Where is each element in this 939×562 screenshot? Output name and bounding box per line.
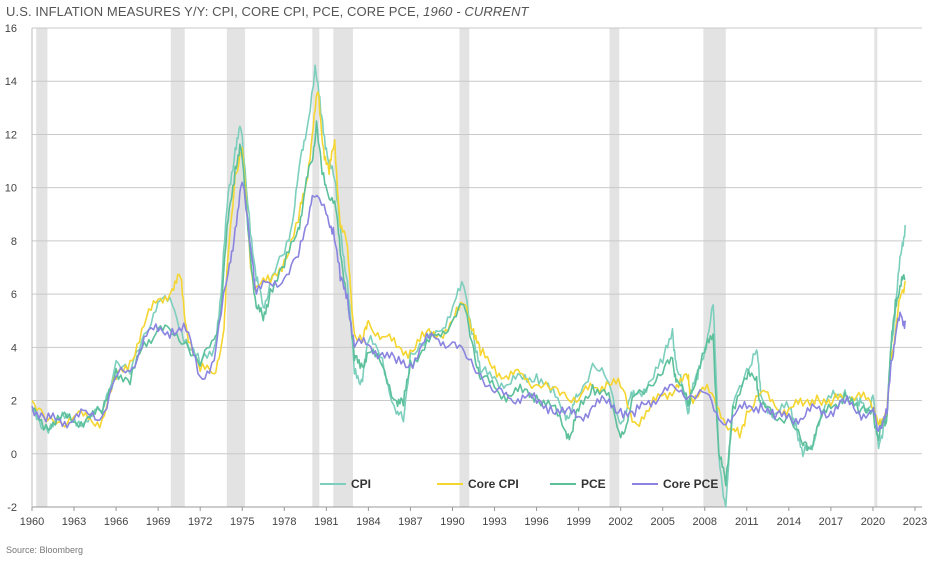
chart-title-main: U.S. INFLATION MEASURES Y/Y: CPI, CORE C… — [6, 4, 424, 19]
x-tick-label: 1969 — [146, 516, 170, 528]
x-tick-label: 1984 — [356, 516, 380, 528]
x-axis-ticks: 1960 1963 1966 1969 1972 1975 1978 1981 1984 1987… — [20, 507, 927, 528]
y-tick-label: 0 — [11, 449, 17, 461]
x-tick-label: 2023 — [903, 516, 927, 528]
y-tick-label: 16 — [5, 23, 17, 35]
chart-title: U.S. INFLATION MEASURES Y/Y: CPI, CORE C… — [6, 4, 529, 19]
x-tick-label: 1963 — [62, 516, 86, 528]
chart-title-range: 1960 - CURRENT — [423, 4, 529, 19]
legend-label-core-cpi: Core CPI — [468, 477, 519, 491]
recession-band-0 — [36, 28, 48, 507]
recession-band-5 — [459, 28, 470, 507]
series-line-core-pce — [31, 181, 906, 432]
y-axis-ticks: -2 0 2 4 6 8 10 12 14 16 — [5, 23, 17, 514]
y-tick-label: 14 — [5, 76, 17, 88]
data-series — [31, 64, 906, 508]
y-tick-label: 2 — [11, 396, 17, 408]
y-tick-label: 4 — [11, 342, 17, 354]
x-tick-label: 2005 — [650, 516, 674, 528]
x-tick-label: 1996 — [524, 516, 548, 528]
x-tick-label: 2014 — [777, 516, 801, 528]
recession-band-6 — [609, 28, 620, 507]
y-tick-label: -2 — [7, 502, 17, 514]
series-line-pce — [31, 120, 906, 487]
y-tick-label: 8 — [11, 236, 17, 248]
y-tick-label: 12 — [5, 129, 17, 141]
series-line-core-cpi — [31, 91, 906, 439]
x-tick-label: 1987 — [398, 516, 422, 528]
y-tick-label: 6 — [11, 289, 17, 301]
x-tick-label: 2008 — [693, 516, 717, 528]
y-tick-label: 10 — [5, 183, 17, 195]
recession-band-7 — [703, 28, 726, 507]
x-tick-label: 1966 — [104, 516, 128, 528]
x-tick-label: 2020 — [861, 516, 885, 528]
x-tick-label: 1972 — [188, 516, 212, 528]
x-tick-label: 2017 — [819, 516, 843, 528]
recession-band-8 — [874, 28, 878, 507]
x-tick-label: 2011 — [735, 516, 759, 528]
x-tick-label: 1975 — [230, 516, 254, 528]
legend-label-pce: PCE — [581, 477, 606, 491]
recession-band-1 — [170, 28, 185, 507]
gridlines — [31, 27, 922, 508]
recession-band-3 — [312, 28, 320, 507]
recession-bands — [36, 28, 878, 507]
x-tick-label: 1981 — [314, 516, 338, 528]
legend-label-core-pce: Core PCE — [663, 477, 718, 491]
x-tick-label: 1978 — [272, 516, 296, 528]
x-tick-label: 1960 — [20, 516, 44, 528]
x-tick-label: 1990 — [440, 516, 464, 528]
x-tick-label: 1993 — [482, 516, 506, 528]
x-tick-label: 2002 — [608, 516, 632, 528]
legend: CPI Core CPI PCE Core PCE — [320, 477, 718, 491]
x-tick-label: 1999 — [566, 516, 590, 528]
series-line-cpi — [31, 64, 906, 508]
legend-label-cpi: CPI — [351, 477, 371, 491]
source-note: Source: Bloomberg — [6, 545, 84, 555]
